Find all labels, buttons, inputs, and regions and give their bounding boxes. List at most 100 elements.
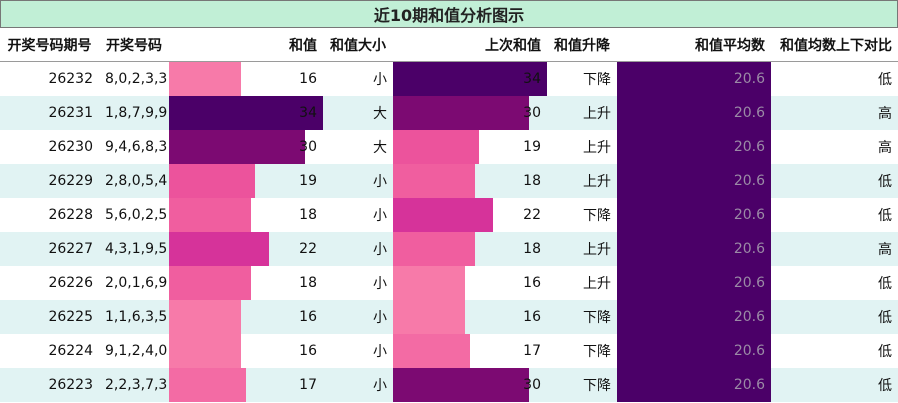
header-numbers[interactable]: 开奖号码	[106, 37, 162, 54]
header-avg[interactable]: 和值平均数	[695, 37, 765, 54]
cell-issue[interactable]: 26227	[48, 241, 93, 257]
cell-prev-sum[interactable]: 22	[523, 207, 541, 223]
cell-issue[interactable]: 26231	[48, 105, 93, 121]
cell-compare[interactable]: 低	[878, 208, 892, 224]
cell-size[interactable]: 大	[373, 140, 387, 156]
cell-numbers[interactable]: 2,8,0,5,4	[105, 173, 168, 189]
header-size[interactable]: 和值大小	[330, 37, 386, 54]
cell-compare[interactable]: 低	[878, 310, 892, 326]
cell-avg[interactable]: 20.6	[733, 207, 765, 223]
sum-bar	[169, 130, 305, 164]
cell-size[interactable]: 小	[373, 276, 387, 292]
cell-compare[interactable]: 高	[878, 106, 892, 122]
cell-prev-sum[interactable]: 17	[523, 343, 541, 359]
prev-sum-bar	[393, 62, 547, 96]
cell-numbers[interactable]: 2,2,3,7,3	[105, 377, 168, 393]
header-compare[interactable]: 和值均数上下对比	[780, 37, 892, 54]
sum-bar	[169, 96, 323, 130]
cell-trend[interactable]: 下降	[583, 208, 611, 224]
avg-bar	[617, 232, 771, 266]
header-divider	[0, 61, 898, 62]
cell-sum[interactable]: 19	[299, 173, 317, 189]
cell-issue[interactable]: 26226	[48, 275, 93, 291]
cell-sum[interactable]: 18	[299, 207, 317, 223]
cell-trend[interactable]: 下降	[583, 72, 611, 88]
table-row: 26231 1,8,7,9,9 34 大 30 上升 20.6 高	[0, 96, 898, 130]
cell-trend[interactable]: 上升	[583, 276, 611, 292]
cell-sum[interactable]: 22	[299, 241, 317, 257]
cell-issue[interactable]: 26223	[48, 377, 93, 393]
cell-issue[interactable]: 26230	[48, 139, 93, 155]
header-prev-sum[interactable]: 上次和值	[485, 37, 541, 54]
cell-issue[interactable]: 26232	[48, 71, 93, 87]
cell-compare[interactable]: 低	[878, 378, 892, 394]
cell-size[interactable]: 小	[373, 242, 387, 258]
cell-avg[interactable]: 20.6	[733, 241, 765, 257]
cell-numbers[interactable]: 8,0,2,3,3	[105, 71, 168, 87]
header-sum[interactable]: 和值	[289, 37, 317, 54]
cell-issue[interactable]: 26229	[48, 173, 93, 189]
cell-avg[interactable]: 20.6	[733, 139, 765, 155]
cell-numbers[interactable]: 9,1,2,4,0	[105, 343, 168, 359]
cell-issue[interactable]: 26224	[48, 343, 93, 359]
cell-sum[interactable]: 30	[299, 139, 317, 155]
cell-trend[interactable]: 上升	[583, 140, 611, 156]
cell-trend[interactable]: 下降	[583, 310, 611, 326]
cell-prev-sum[interactable]: 18	[523, 241, 541, 257]
cell-trend[interactable]: 下降	[583, 344, 611, 360]
cell-numbers[interactable]: 1,8,7,9,9	[105, 105, 168, 121]
sheet-title: 近10期和值分析图示	[0, 0, 898, 28]
cell-numbers[interactable]: 5,6,0,2,5	[105, 207, 168, 223]
cell-compare[interactable]: 高	[878, 140, 892, 156]
cell-numbers[interactable]: 9,4,6,8,3	[105, 139, 168, 155]
cell-size[interactable]: 小	[373, 174, 387, 190]
cell-avg[interactable]: 20.6	[733, 105, 765, 121]
cell-trend[interactable]: 下降	[583, 378, 611, 394]
cell-compare[interactable]: 低	[878, 344, 892, 360]
cell-avg[interactable]: 20.6	[733, 309, 765, 325]
cell-prev-sum[interactable]: 30	[523, 105, 541, 121]
cell-sum[interactable]: 16	[299, 309, 317, 325]
cell-compare[interactable]: 高	[878, 242, 892, 258]
cell-prev-sum[interactable]: 16	[523, 309, 541, 325]
table-row: 26232 8,0,2,3,3 16 小 34 下降 20.6 低	[0, 62, 898, 96]
header-trend[interactable]: 和值升降	[554, 37, 610, 54]
cell-compare[interactable]: 低	[878, 174, 892, 190]
table-row: 26225 1,1,6,3,5 16 小 16 下降 20.6 低	[0, 300, 898, 334]
cell-compare[interactable]: 低	[878, 72, 892, 88]
avg-bar	[617, 368, 771, 402]
avg-bar	[617, 96, 771, 130]
cell-avg[interactable]: 20.6	[733, 377, 765, 393]
cell-trend[interactable]: 上升	[583, 106, 611, 122]
cell-trend[interactable]: 上升	[583, 174, 611, 190]
header-issue[interactable]: 开奖号码期号	[7, 37, 92, 54]
cell-sum[interactable]: 17	[299, 377, 317, 393]
cell-prev-sum[interactable]: 16	[523, 275, 541, 291]
cell-size[interactable]: 大	[373, 106, 387, 122]
cell-size[interactable]: 小	[373, 378, 387, 394]
cell-prev-sum[interactable]: 19	[523, 139, 541, 155]
cell-trend[interactable]: 上升	[583, 242, 611, 258]
cell-avg[interactable]: 20.6	[733, 343, 765, 359]
cell-numbers[interactable]: 1,1,6,3,5	[105, 309, 168, 325]
cell-size[interactable]: 小	[373, 208, 387, 224]
cell-issue[interactable]: 26225	[48, 309, 93, 325]
cell-avg[interactable]: 20.6	[733, 275, 765, 291]
cell-prev-sum[interactable]: 18	[523, 173, 541, 189]
cell-prev-sum[interactable]: 34	[523, 71, 541, 87]
cell-size[interactable]: 小	[373, 310, 387, 326]
cell-sum[interactable]: 16	[299, 343, 317, 359]
cell-sum[interactable]: 16	[299, 71, 317, 87]
cell-numbers[interactable]: 2,0,1,6,9	[105, 275, 168, 291]
cell-size[interactable]: 小	[373, 344, 387, 360]
cell-sum[interactable]: 18	[299, 275, 317, 291]
cell-avg[interactable]: 20.6	[733, 71, 765, 87]
cell-avg[interactable]: 20.6	[733, 173, 765, 189]
cell-compare[interactable]: 低	[878, 276, 892, 292]
cell-prev-sum[interactable]: 30	[523, 377, 541, 393]
sum-bar	[169, 232, 269, 266]
cell-numbers[interactable]: 4,3,1,9,5	[105, 241, 168, 257]
cell-issue[interactable]: 26228	[48, 207, 93, 223]
cell-size[interactable]: 小	[373, 72, 387, 88]
cell-sum[interactable]: 34	[299, 105, 317, 121]
